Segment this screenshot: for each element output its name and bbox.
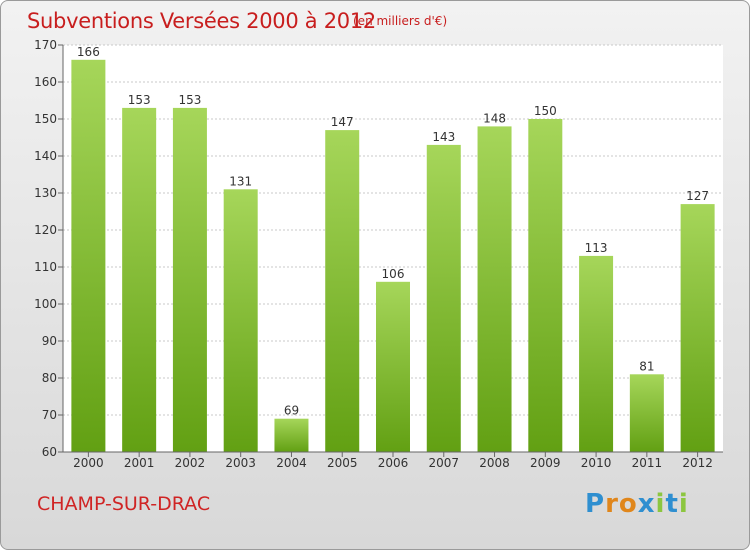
bar — [426, 144, 461, 452]
logo-letter: r — [605, 489, 619, 519]
y-tick-label: 150 — [34, 112, 57, 126]
y-tick-label: 130 — [34, 186, 57, 200]
data-label: 106 — [382, 267, 405, 281]
logo-letter: P — [585, 489, 606, 519]
x-tick-label: 2007 — [428, 456, 459, 470]
data-label: 147 — [331, 115, 354, 129]
bar — [71, 59, 106, 453]
logo-letter: o — [618, 489, 638, 519]
x-tick-label: 2003 — [225, 456, 256, 470]
x-tick-label: 2009 — [530, 456, 561, 470]
y-tick-label: 160 — [34, 75, 57, 89]
data-label: 166 — [77, 45, 100, 59]
logo-letter: i — [678, 489, 689, 519]
data-label: 81 — [639, 359, 654, 373]
data-label: 143 — [432, 130, 455, 144]
chart-title: Subventions Versées 2000 à 2012 — [27, 9, 376, 33]
x-tick-label: 2008 — [479, 456, 510, 470]
proxiti-logo: Proxiti — [585, 489, 689, 519]
bar — [477, 126, 512, 453]
y-tick-label: 140 — [34, 149, 57, 163]
y-tick-label: 60 — [42, 445, 57, 459]
logo-letter: i — [655, 489, 666, 519]
bar — [122, 107, 157, 453]
bar — [223, 189, 258, 453]
data-label: 148 — [483, 111, 506, 125]
x-tick-label: 2006 — [378, 456, 409, 470]
data-label: 131 — [229, 174, 252, 188]
data-label: 150 — [534, 104, 557, 118]
logo-letter: x — [637, 489, 656, 519]
x-tick-label: 2002 — [175, 456, 206, 470]
bar — [579, 255, 614, 452]
bar — [325, 130, 360, 452]
x-tick-label: 2011 — [632, 456, 663, 470]
data-label: 69 — [284, 404, 299, 418]
y-tick-label: 80 — [42, 371, 57, 385]
data-label: 153 — [128, 93, 151, 107]
x-tick-label: 2012 — [682, 456, 713, 470]
bar — [680, 204, 715, 452]
logo-letter: t — [665, 489, 679, 519]
x-tick-label: 2005 — [327, 456, 358, 470]
x-tick-label: 2000 — [73, 456, 104, 470]
x-tick-label: 2010 — [581, 456, 612, 470]
y-tick-label: 110 — [34, 260, 57, 274]
data-label: 127 — [686, 189, 709, 203]
chart-unit: (en milliers d'€) — [353, 14, 448, 28]
y-tick-label: 90 — [42, 334, 57, 348]
y-tick-label: 70 — [42, 408, 57, 422]
x-tick-label: 2001 — [124, 456, 155, 470]
bar — [376, 281, 410, 452]
bar — [172, 107, 207, 453]
x-tick-label: 2004 — [276, 456, 307, 470]
bar — [629, 374, 664, 452]
data-label: 153 — [178, 93, 201, 107]
y-tick-label: 100 — [34, 297, 57, 311]
y-tick-label: 170 — [34, 38, 57, 52]
bar — [274, 418, 309, 452]
commune-name: CHAMP-SUR-DRAC — [37, 493, 211, 515]
y-tick-label: 120 — [34, 223, 57, 237]
bar — [528, 119, 563, 452]
data-label: 113 — [585, 241, 608, 255]
